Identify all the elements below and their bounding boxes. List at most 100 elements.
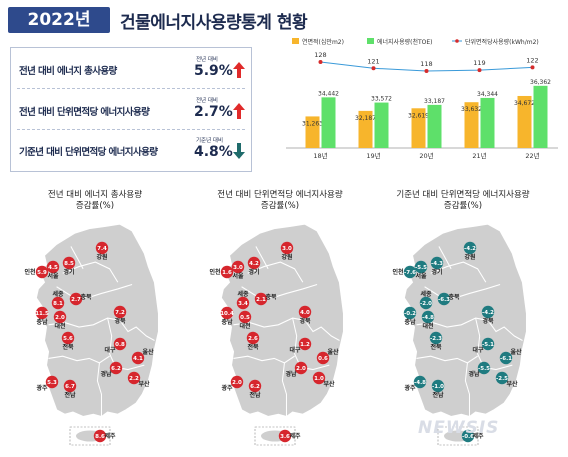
region-name: 경북 <box>482 317 494 325</box>
map-title-2: 전년 대비 단위면적당 에너지사용량 증감률(%) <box>195 190 365 212</box>
bar <box>305 116 320 148</box>
region-name: 제주 <box>289 432 301 440</box>
region-name: 서울 <box>415 272 427 280</box>
region-marker <box>414 260 428 274</box>
province-boundary <box>233 355 295 364</box>
region-value: 8.6 <box>95 434 105 440</box>
kpi-row-total: 전년 대비 에너지 총사용량 전년 대비 5.9% <box>11 48 251 88</box>
legend-swatch <box>367 38 374 44</box>
map-title-3: 기준년 대비 단위면적당 에너지사용량 증감률(%) <box>378 190 548 212</box>
region-value: 3.0 <box>282 246 292 252</box>
region-marker <box>246 331 260 345</box>
kpi-row-unit: 전년 대비 단위면적당 에너지사용량 전년 대비 2.7% <box>11 89 251 129</box>
region-name: 대전 <box>239 322 251 330</box>
region-value: 2.0 <box>296 366 306 372</box>
region-value: 5.3 <box>47 380 57 386</box>
region-value: 2.1 <box>256 297 266 303</box>
region-marker <box>127 371 141 385</box>
line-data-label: 121 <box>367 57 379 65</box>
region-marker <box>238 310 252 324</box>
region-name: 강원 <box>96 253 107 261</box>
korea-map-base: -7.6인천-5.5서울-4.3경기-4.2강원-2.0세종-6.3충북-0.2… <box>392 223 528 446</box>
region-marker <box>95 241 109 255</box>
region-value: 6.2 <box>111 366 121 372</box>
kpi-basis: 기준년 대비 <box>196 138 224 144</box>
bar <box>464 102 479 148</box>
region-value: 4.0 <box>300 310 310 316</box>
region-marker <box>278 429 292 443</box>
kpi-panel: 전년 대비 에너지 총사용량 전년 대비 5.9% 전년 대비 단위면적당 에너… <box>10 47 252 172</box>
bar-data-label: 33,572 <box>371 96 392 103</box>
region-name: 대구 <box>289 346 301 354</box>
region-name: 울산 <box>142 348 154 356</box>
province-boundary <box>464 362 470 417</box>
region-marker <box>254 292 268 306</box>
region-value: 5.6 <box>63 336 73 342</box>
region-marker <box>231 260 245 274</box>
province-boundary <box>292 317 330 371</box>
arrow-up-icon <box>233 103 245 119</box>
region-name: 부산 <box>506 380 518 388</box>
region-name: 울산 <box>327 348 339 356</box>
watermark: NEWSIS <box>418 418 500 438</box>
bar <box>321 97 336 148</box>
region-name: 대전 <box>54 322 66 330</box>
region-value: -4.8 <box>414 380 426 386</box>
map-title-line: 전년 대비 에너지 총사용량 <box>47 190 143 200</box>
region-marker <box>298 337 312 351</box>
region-value: 2.0 <box>55 315 65 321</box>
region-name: 광주 <box>404 384 416 392</box>
divider <box>17 88 245 89</box>
region-value: 8.1 <box>53 301 63 307</box>
x-tick-label: 21년 <box>472 151 486 160</box>
region-name: 서울 <box>47 272 59 280</box>
province-boundary <box>119 319 155 341</box>
region-name: 광주 <box>36 384 48 392</box>
region-marker <box>62 256 76 270</box>
region-marker <box>437 292 451 306</box>
region-value: 11.5 <box>35 311 49 317</box>
region-marker <box>429 331 443 345</box>
bar-data-label: 36,362 <box>530 79 551 86</box>
region-marker <box>230 375 244 389</box>
jeju-inset-frame <box>69 426 111 446</box>
region-name: 경기 <box>63 268 74 276</box>
bar-data-label: 34,344 <box>477 91 498 98</box>
province-boundary <box>96 362 102 417</box>
map-title-line: 기준년 대비 단위면적당 에너지사용량 <box>396 190 530 200</box>
legend-label: 에너지사용량(천TOE) <box>377 38 433 46</box>
region-marker <box>403 306 417 320</box>
map-title-line: 증감률(%) <box>75 201 115 211</box>
region-marker <box>247 256 261 270</box>
combo-chart: 연면적(십만m2) 에너지사용량(천TOE) 단위면적당사용량(kWh/m2) 31,… <box>286 38 558 160</box>
region-value: -4.3 <box>431 261 443 267</box>
region-name: 세종 <box>237 290 249 298</box>
province-boundary <box>56 283 133 299</box>
province-boundary <box>70 246 84 270</box>
region-name: 경기 <box>431 268 442 276</box>
region-name: 인천 <box>209 268 221 276</box>
region-name: 광주 <box>221 384 233 392</box>
region-value: 5.9 <box>37 270 47 276</box>
region-marker <box>312 371 326 385</box>
map-title-line: 전년 대비 단위면적당 에너지사용량 <box>217 190 343 200</box>
region-name: 전북 <box>247 343 259 351</box>
region-marker <box>51 296 65 310</box>
region-name: 울산 <box>510 348 522 356</box>
region-value: 0.5 <box>240 315 250 321</box>
x-tick-label: 22년 <box>525 151 539 160</box>
jeju-inset-frame <box>254 426 296 446</box>
province-boundary <box>424 283 501 299</box>
region-name: 충북 <box>448 293 460 301</box>
region-marker <box>413 375 427 389</box>
region-name: 강원 <box>464 253 475 261</box>
province-boundary <box>62 261 119 283</box>
region-name: 충북 <box>265 293 277 301</box>
region-marker <box>93 429 107 443</box>
line-data-label: 122 <box>526 56 538 64</box>
legend-label: 단위면적당사용량(kWh/m2) <box>465 38 539 46</box>
region-value: 7.2 <box>115 310 125 316</box>
bar-data-label: 32,187 <box>355 115 376 122</box>
province-boundary <box>233 317 305 328</box>
